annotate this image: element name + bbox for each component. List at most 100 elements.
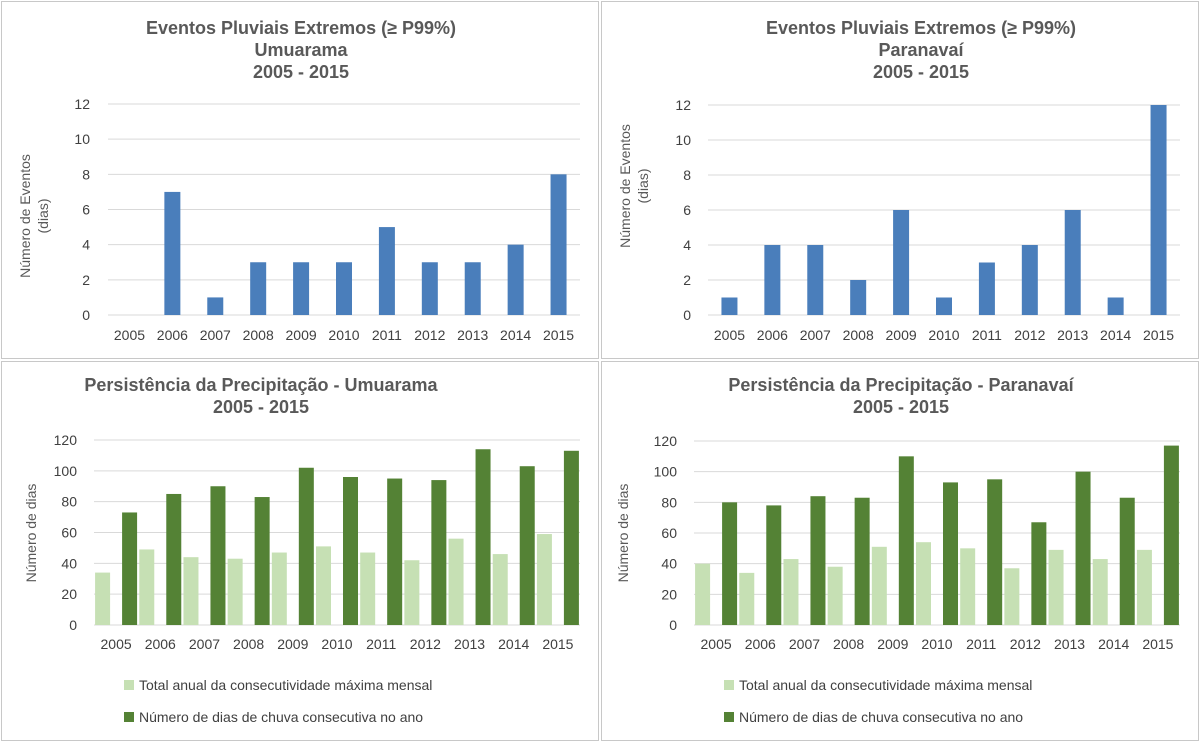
bar-2007-series-0 <box>807 245 824 315</box>
bar-2013-series-0 <box>464 262 481 315</box>
bar-2006-series-0 <box>164 191 181 315</box>
bar-2012-series-1 <box>431 480 447 625</box>
bar-2010-series-0 <box>316 546 331 625</box>
bar-2005-series-1 <box>122 512 138 625</box>
x-tick-label: 2011 <box>366 636 396 652</box>
chart-panel-eventos-umuarama: Eventos Pluviais Extremos (≥ P99%) Umuar… <box>1 1 599 359</box>
bar-2007-series-0 <box>207 297 224 315</box>
bar-2011-series-0 <box>978 262 995 315</box>
y-tick-label: 40 <box>661 556 677 572</box>
bar-2013-series-0 <box>448 538 464 625</box>
bar-2007-series-1 <box>810 496 826 625</box>
chart-panel-persistencia-umuarama: Persistência da Precipitação - Umuarama … <box>1 361 599 741</box>
y-tick-label: 0 <box>82 307 90 323</box>
bar-2006-series-0 <box>764 245 781 315</box>
bar-2009-series-0 <box>871 546 887 625</box>
x-tick-label: 2005 <box>114 327 145 343</box>
legend-swatch-light-green <box>124 680 134 690</box>
bar-2011-series-0 <box>960 548 976 625</box>
y-axis-label-line-1: Número de Eventos <box>617 124 633 248</box>
x-tick-label: 2010 <box>321 636 352 652</box>
x-tick-label: 2007 <box>800 327 831 343</box>
x-tick-label: 2007 <box>189 636 220 652</box>
y-tick-label: 80 <box>61 494 77 510</box>
x-tick-label: 2011 <box>372 327 402 343</box>
x-tick-label: 2010 <box>921 636 952 652</box>
bar-2015-series-0 <box>550 174 567 315</box>
x-tick-label: 2009 <box>286 327 317 343</box>
x-tick-label: 2005 <box>714 327 745 343</box>
x-tick-label: 2005 <box>701 636 732 652</box>
bar-2013-series-0 <box>1064 210 1081 315</box>
bar-2008-series-1 <box>254 497 270 625</box>
x-tick-label: 2008 <box>243 327 274 343</box>
bar-2008-series-1 <box>854 497 870 625</box>
bar-2014-series-0 <box>507 244 524 315</box>
legend-label-total-anual: Total anual da consecutividade máxima me… <box>139 677 432 693</box>
y-tick-label: 100 <box>654 464 678 480</box>
y-tick-label: 40 <box>61 555 77 571</box>
y-tick-label: 10 <box>675 132 691 148</box>
chart-svg-eventos-umuarama: Eventos Pluviais Extremos (≥ P99%) Umuar… <box>17 18 580 343</box>
bar-2005-series-0 <box>95 572 111 625</box>
bar-2007-series-0 <box>183 557 199 625</box>
chart-title-line-3: 2005 - 2015 <box>253 62 349 82</box>
chart-title-line-2: Paranavaí <box>878 40 964 60</box>
bar-2014-series-0 <box>492 554 508 625</box>
bar-2005-series-0 <box>721 297 738 315</box>
bar-2015-series-1 <box>1163 445 1179 625</box>
bar-2006-series-0 <box>139 549 155 625</box>
y-tick-label: 10 <box>74 131 90 147</box>
legend-swatch-light-green <box>724 680 734 690</box>
x-tick-label: 2012 <box>410 636 441 652</box>
x-tick-label: 2015 <box>542 636 573 652</box>
chart-title-line-1: Eventos Pluviais Extremos (≥ P99%) <box>766 18 1076 38</box>
bar-2009-series-0 <box>893 210 910 315</box>
bar-2010-series-0 <box>336 262 352 315</box>
bar-2015-series-1 <box>563 450 579 625</box>
x-tick-label: 2006 <box>157 327 188 343</box>
y-tick-label: 2 <box>683 272 691 288</box>
chart-panel-eventos-paranavai: Eventos Pluviais Extremos (≥ P99%) Paran… <box>601 1 1199 359</box>
x-tick-label: 2014 <box>500 327 531 343</box>
y-tick-label: 8 <box>683 167 691 183</box>
bar-2006-series-1 <box>766 505 782 625</box>
y-axis-label: Número de dias <box>615 484 631 583</box>
chart-svg-persistencia-umuarama: Persistência da Precipitação - Umuarama … <box>23 375 580 725</box>
chart-svg-eventos-paranavai: Eventos Pluviais Extremos (≥ P99%) Paran… <box>617 18 1180 343</box>
x-tick-label: 2011 <box>972 327 1002 343</box>
y-tick-label: 8 <box>82 166 90 182</box>
x-tick-label: 2015 <box>1143 327 1174 343</box>
chart-title-line-1: Eventos Pluviais Extremos (≥ P99%) <box>146 18 456 38</box>
y-tick-label: 120 <box>54 432 78 448</box>
x-tick-label: 2009 <box>886 327 917 343</box>
x-tick-label: 2008 <box>843 327 874 343</box>
x-tick-label: 2006 <box>145 636 176 652</box>
bar-2014-series-0 <box>1107 297 1124 315</box>
x-tick-label: 2015 <box>543 327 574 343</box>
y-tick-label: 20 <box>61 586 77 602</box>
bar-2012-series-0 <box>1021 245 1038 315</box>
bar-2008-series-0 <box>850 280 867 315</box>
x-tick-label: 2014 <box>1100 327 1131 343</box>
bar-2012-series-0 <box>1004 568 1020 625</box>
bar-2010-series-1 <box>343 477 358 625</box>
bar-2014-series-1 <box>1119 497 1135 625</box>
legend-label-total-anual: Total anual da consecutividade máxima me… <box>739 677 1032 693</box>
bar-2011-series-1 <box>387 478 403 625</box>
bar-2008-series-0 <box>227 558 243 625</box>
y-tick-label: 4 <box>82 237 90 253</box>
bar-2012-series-0 <box>421 262 438 315</box>
x-tick-label: 2008 <box>833 636 864 652</box>
x-tick-label: 2015 <box>1142 636 1173 652</box>
bar-2007-series-0 <box>783 559 799 625</box>
chart-panel-persistencia-paranavai: Persistência da Precipitação - Paranavaí… <box>601 361 1199 741</box>
bar-2009-series-1 <box>898 456 914 625</box>
bar-2010-series-0 <box>916 542 931 625</box>
y-axis-label: Número de dias <box>23 484 39 583</box>
y-tick-label: 6 <box>82 202 90 218</box>
x-tick-label: 2010 <box>328 327 359 343</box>
y-tick-label: 0 <box>669 617 677 633</box>
x-tick-label: 2007 <box>789 636 820 652</box>
y-tick-label: 6 <box>683 202 691 218</box>
